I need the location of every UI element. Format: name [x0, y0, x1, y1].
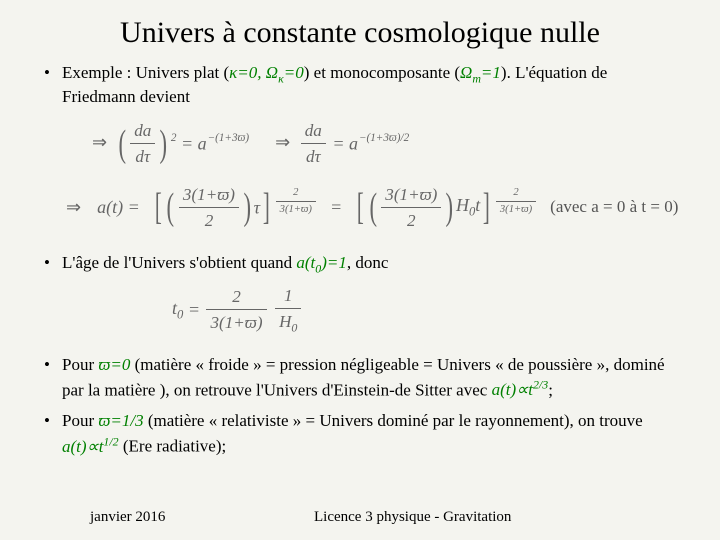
den: 3(1+ϖ) [206, 310, 266, 334]
base: = a [181, 134, 207, 154]
math: κ=0, Ωκ=0 [229, 63, 304, 82]
sub: 0 [177, 308, 183, 322]
text: L'âge de l'Univers s'obtient quand [62, 253, 296, 272]
den: dτ [130, 144, 155, 168]
num: 2 [496, 186, 536, 202]
bullet-1: Exemple : Univers plat (κ=0, Ωκ=0) et mo… [40, 62, 680, 232]
eq: = [188, 300, 200, 320]
bullet-3: Pour ϖ=0 (matière « froide » = pression … [40, 354, 680, 403]
footer-course: Licence 3 physique - Gravitation [105, 509, 720, 526]
rhs-2: [(3(1+ϖ)2)H0t]23(1+ϖ) [354, 183, 538, 232]
rhs-1: [(3(1+ϖ)2)τ]23(1+ϖ) [152, 183, 318, 232]
eq-part: ⇒ dadτ = a−(1+3ϖ)/2 [275, 119, 409, 168]
text: Pour [62, 411, 98, 430]
sym: Ω [460, 63, 472, 82]
math: ϖ=0 [98, 355, 130, 374]
eq: = [330, 195, 342, 219]
text: Exemple : Univers plat ( [62, 63, 229, 82]
H0t: H0t [456, 195, 480, 215]
num: 3(1+ϖ) [381, 183, 441, 208]
den: 2 [381, 208, 441, 232]
den: 2 [179, 208, 239, 232]
suf: =1 [481, 63, 501, 82]
math: ϖ=1/3 [98, 411, 143, 430]
num: da [301, 119, 326, 144]
equation-2: ⇒ a(t) = [(3(1+ϖ)2)τ]23(1+ϖ) = [(3(1+ϖ)2… [66, 183, 680, 232]
text: , donc [347, 253, 389, 272]
num: 2 [276, 186, 316, 202]
suf: )=1 [321, 253, 347, 272]
tau: τ [254, 197, 260, 217]
arrow-icon: ⇒ [66, 195, 81, 219]
sub: m [472, 71, 481, 85]
den: dτ [301, 144, 326, 168]
text: ; [548, 380, 553, 399]
arrow-icon: ⇒ [275, 132, 290, 152]
bullet-4: Pour ϖ=1/3 (matière « relativiste » = Un… [40, 410, 680, 459]
num: 1 [275, 284, 301, 309]
t: t [475, 195, 480, 215]
text: Pour [62, 355, 98, 374]
den: 3(1+ϖ) [276, 202, 316, 217]
num: 3(1+ϖ) [179, 183, 239, 208]
slide-title: Univers à constante cosmologique nulle [40, 16, 680, 50]
math: a(t)∝t2/3 [492, 380, 549, 399]
exp: 2/3 [533, 378, 548, 392]
bullet-2: L'âge de l'Univers s'obtient quand a(t0)… [40, 252, 680, 336]
exp: −(1+3ϖ) [208, 131, 250, 146]
exp: −(1+3ϖ)/2 [359, 131, 409, 146]
den: 3(1+ϖ) [496, 202, 536, 217]
a: a(t)∝t [492, 380, 533, 399]
text: (matière « relativiste » = Univers domin… [144, 411, 643, 430]
note: (avec a = 0 à t = 0) [550, 196, 678, 219]
t0: t0 [172, 298, 183, 318]
den: H0 [275, 309, 301, 336]
text: ) et monocomposante ( [304, 63, 460, 82]
footer: janvier 2016 Licence 3 physique - Gravit… [0, 509, 720, 526]
suf: =0 [284, 63, 304, 82]
H: H [456, 195, 469, 215]
H: H [279, 312, 291, 331]
num: da [130, 119, 155, 144]
math: a(t)∝t1/2 [62, 437, 119, 456]
math: Ωm=1 [460, 63, 501, 82]
bullet-list: Exemple : Univers plat (κ=0, Ωκ=0) et mo… [40, 62, 680, 459]
text: (Ere radiative); [119, 437, 227, 456]
math: a(t0)=1 [296, 253, 346, 272]
base: = a [332, 134, 358, 154]
eq-part: ⇒ (dadτ)2 = a−(1+3ϖ) [92, 119, 249, 168]
sub: 0 [291, 321, 297, 335]
text: (matière « froide » = pression négligeab… [62, 355, 665, 400]
exp: 1/2 [103, 434, 118, 448]
exp: 2 [171, 131, 177, 146]
sym: κ=0, Ω [229, 63, 278, 82]
a: a(t [296, 253, 315, 272]
num: 2 [206, 285, 266, 310]
equation-1: ⇒ (dadτ)2 = a−(1+3ϖ) ⇒ dadτ = a−(1+3ϖ)/2 [92, 119, 680, 168]
arrow-icon: ⇒ [92, 132, 107, 152]
slide: Univers à constante cosmologique nulle E… [0, 0, 720, 540]
equation-3: t0 = 23(1+ϖ) 1H0 [172, 284, 680, 336]
a: a(t)∝t [62, 437, 103, 456]
lhs: a(t) = [97, 195, 140, 219]
